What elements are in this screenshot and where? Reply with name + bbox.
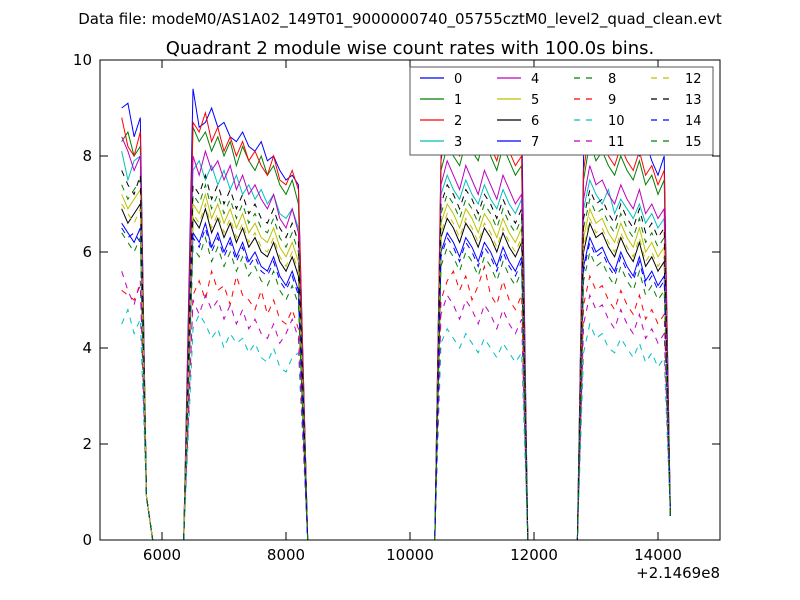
legend-label-3: 3 [454,135,462,150]
legend-label-9: 9 [608,93,616,108]
series-line-11 [121,271,671,541]
legend-box [409,66,714,156]
series-line-9 [121,264,671,541]
x-tick-labels: 6000 8000 10000 12000 14000 [143,546,682,564]
x-offset-label: +2.1469e8 [636,564,720,582]
y-tick-label: 2 [82,435,92,453]
series-line-3 [121,151,671,541]
series-line-4 [121,136,671,541]
series-line-6 [121,202,671,541]
x-tick-label: 6000 [143,546,181,564]
y-tick-label: 0 [82,531,92,549]
legend-label-6: 6 [531,114,539,129]
series-line-12 [121,202,671,541]
legend-label-7: 7 [531,135,539,150]
x-tick-label: 8000 [267,546,305,564]
legend-label-0: 0 [454,72,462,87]
legend-label-10: 10 [608,114,625,129]
legend-label-1: 1 [454,93,462,108]
chart-suptitle: Data file: modeM0/AS1A02_149T01_90000007… [78,10,722,29]
y-tick-label: 10 [73,51,92,69]
y-tick-labels: 0 2 4 6 8 10 [73,51,92,549]
series-line-5 [121,187,671,541]
legend-label-13: 13 [685,93,702,108]
legend-label-2: 2 [454,114,462,129]
legend-label-12: 12 [685,72,702,87]
x-tick-label: 14000 [634,546,682,564]
legend-label-4: 4 [531,72,539,87]
y-tick-label: 8 [82,147,92,165]
legend-label-11: 11 [608,135,625,150]
series-line-14 [121,226,671,541]
series-line-15 [121,232,671,541]
x-tick-label: 10000 [386,546,434,564]
y-tick-label: 6 [82,243,92,261]
chart-title: Quadrant 2 module wise count rates with … [166,38,655,59]
series-line-7 [121,221,671,541]
legend-label-8: 8 [608,72,616,87]
series-line-10 [121,308,671,541]
series-line-8 [121,178,671,541]
legend-label-5: 5 [531,93,539,108]
legend-label-14: 14 [685,114,702,129]
series-lines [121,88,671,541]
y-tick-label: 4 [82,339,92,357]
series-line-13 [121,170,671,541]
legend-label-15: 15 [685,135,702,150]
x-tick-label: 12000 [510,546,558,564]
